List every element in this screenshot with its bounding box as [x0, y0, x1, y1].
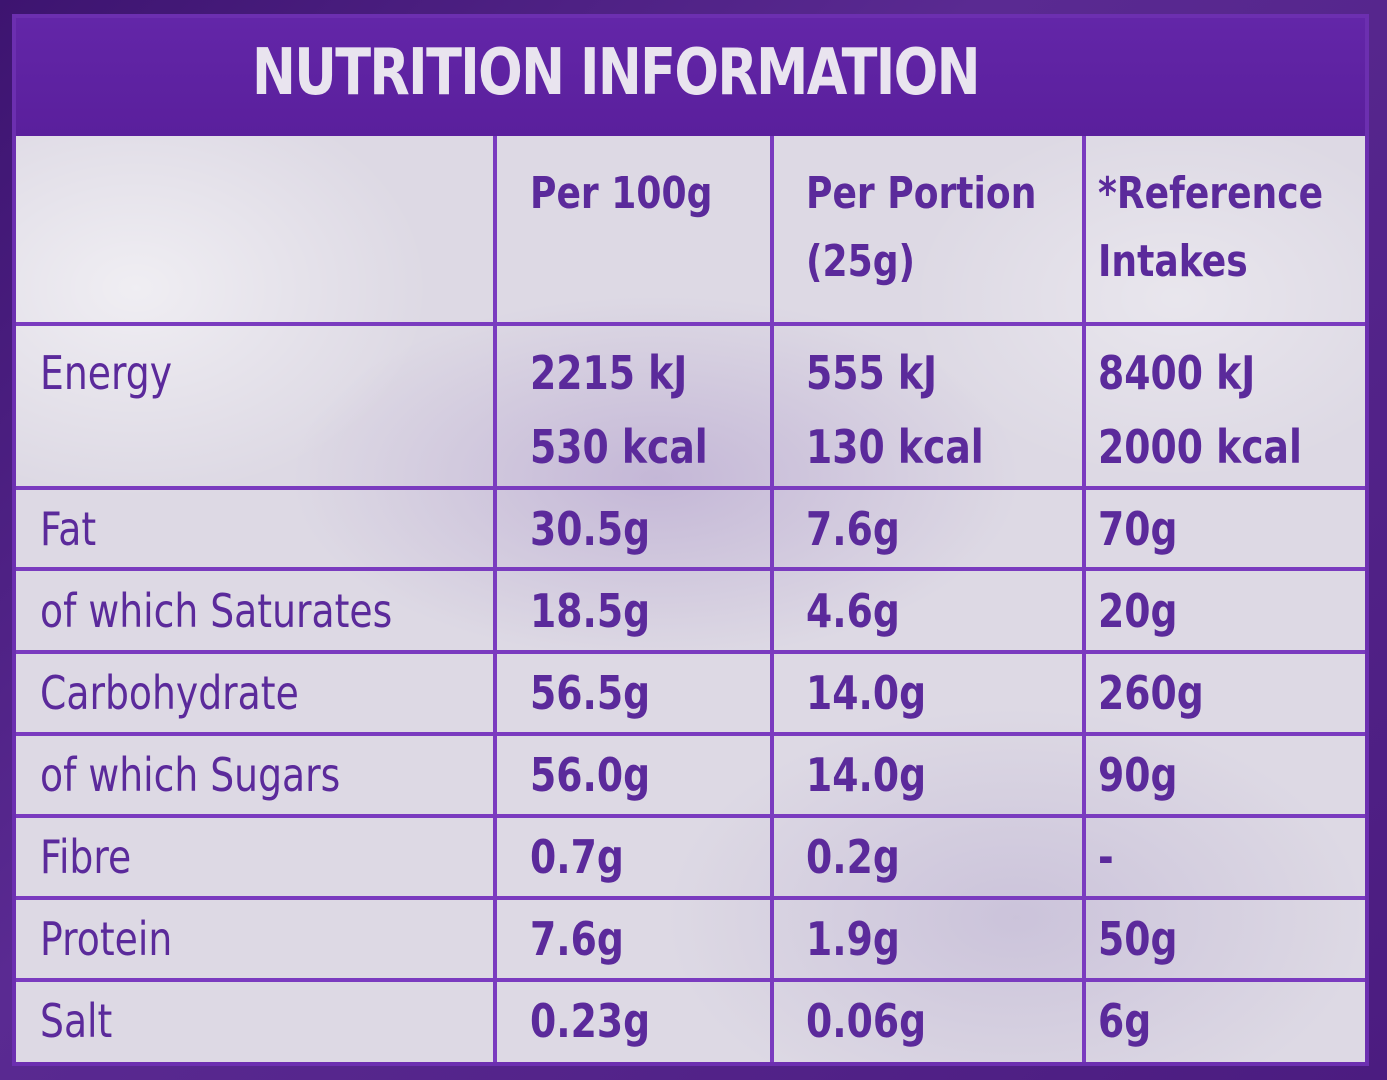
row-label-sugars: of which Sugars — [40, 748, 341, 802]
header-reference: *Reference — [1098, 168, 1324, 219]
header-per-100g: Per 100g — [530, 168, 713, 219]
energy-per100g-kj: 2215 kJ — [530, 346, 688, 400]
sugars-per100g: 56.0g — [530, 748, 651, 802]
nutrition-panel: NUTRITION INFORMATION Per 100g Per Porti… — [12, 14, 1369, 1066]
sugars-ri: 90g — [1098, 748, 1178, 802]
carbohydrate-per100g: 56.5g — [530, 666, 651, 720]
energy-ri-kcal: 2000 kcal — [1098, 420, 1302, 474]
protein-ri: 50g — [1098, 912, 1178, 966]
salt-ri: 6g — [1098, 994, 1152, 1048]
title-bar: NUTRITION INFORMATION — [16, 18, 1365, 136]
sugars-portion: 14.0g — [806, 748, 927, 802]
energy-ri-kj: 8400 kJ — [1098, 346, 1256, 400]
row-divider-saturates — [16, 650, 1365, 654]
saturates-portion: 4.6g — [806, 584, 900, 638]
row-label-saturates: of which Saturates — [40, 584, 393, 638]
row-divider-carbohydrate — [16, 732, 1365, 736]
row-label-carbohydrate: Carbohydrate — [40, 666, 299, 720]
protein-per100g: 7.6g — [530, 912, 624, 966]
saturates-ri: 20g — [1098, 584, 1178, 638]
header-intakes: Intakes — [1098, 236, 1248, 287]
row-divider-protein — [16, 978, 1365, 982]
energy-per100g-kcal: 530 kcal — [530, 420, 708, 474]
protein-portion: 1.9g — [806, 912, 900, 966]
header-per-portion-size: (25g) — [806, 236, 916, 287]
row-label-fibre: Fibre — [40, 830, 132, 884]
table-title: NUTRITION INFORMATION — [252, 36, 981, 110]
row-label-fat: Fat — [40, 502, 97, 556]
row-label-salt: Salt — [40, 994, 113, 1048]
column-divider-3 — [1082, 136, 1086, 1062]
fat-portion: 7.6g — [806, 502, 900, 556]
fibre-portion: 0.2g — [806, 830, 900, 884]
energy-portion-kcal: 130 kcal — [806, 420, 984, 474]
row-label-energy: Energy — [40, 346, 173, 400]
header-per-portion: Per Portion — [806, 168, 1037, 219]
fibre-per100g: 0.7g — [530, 830, 624, 884]
row-divider-fibre — [16, 896, 1365, 900]
carbohydrate-portion: 14.0g — [806, 666, 927, 720]
fat-ri: 70g — [1098, 502, 1178, 556]
row-divider-fat — [16, 567, 1365, 571]
salt-portion: 0.06g — [806, 994, 927, 1048]
energy-portion-kj: 555 kJ — [806, 346, 937, 400]
saturates-per100g: 18.5g — [530, 584, 651, 638]
row-divider-energy — [16, 486, 1365, 490]
salt-per100g: 0.23g — [530, 994, 651, 1048]
column-divider-2 — [770, 136, 774, 1062]
column-divider-1 — [493, 136, 497, 1062]
carbohydrate-ri: 260g — [1098, 666, 1204, 720]
fibre-ri: - — [1098, 830, 1114, 884]
row-divider-header — [16, 322, 1365, 326]
row-divider-sugars — [16, 814, 1365, 818]
fat-per100g: 30.5g — [530, 502, 651, 556]
row-label-protein: Protein — [40, 912, 173, 966]
